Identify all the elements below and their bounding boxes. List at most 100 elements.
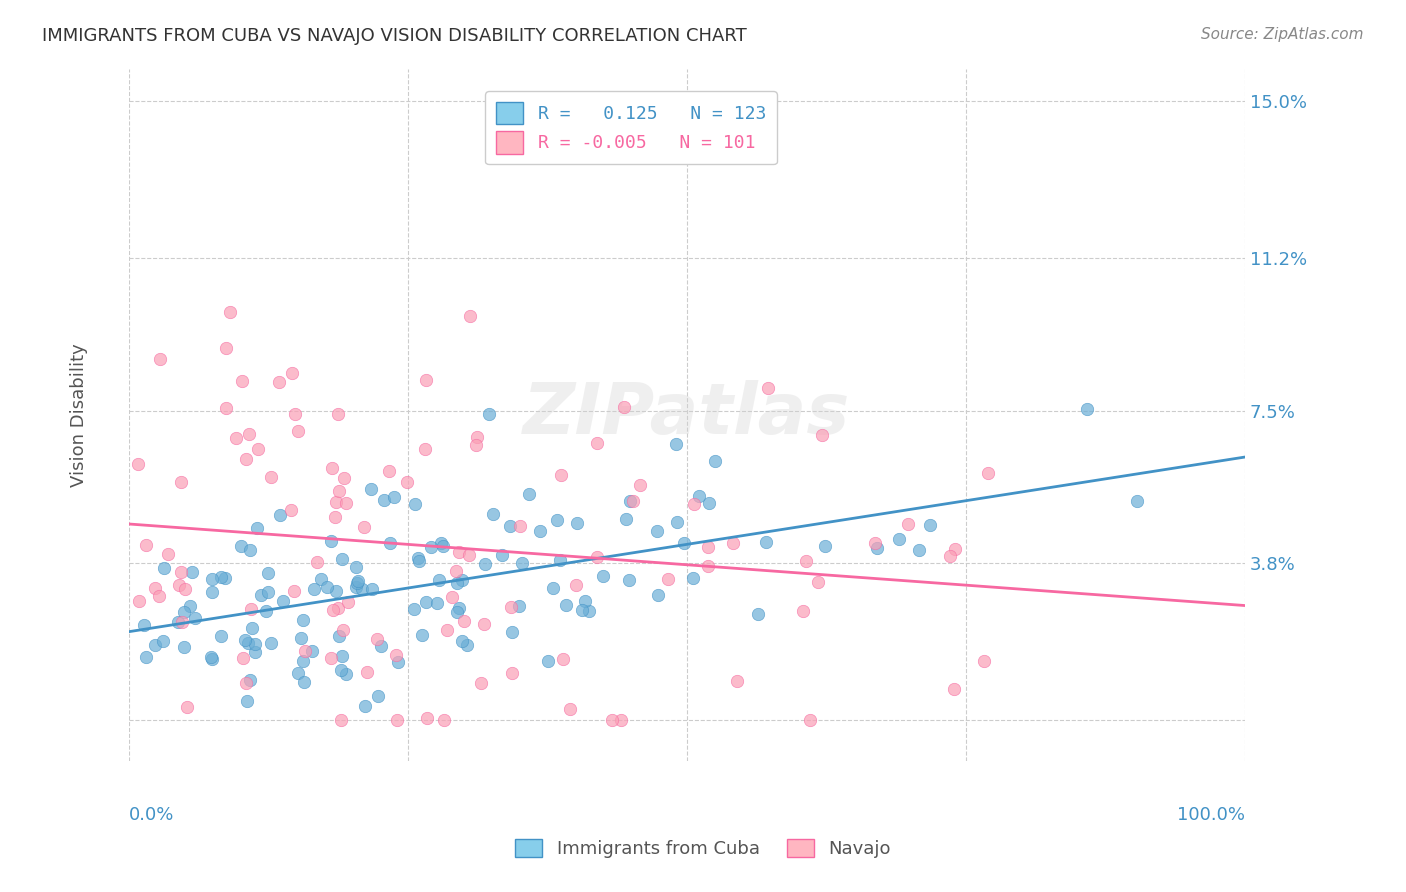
Point (148, 589, 170, 603)
Point (446, 605, 468, 619)
Point (128, 594, 150, 608)
Point (328, 600, 350, 615)
Point (330, 551, 353, 566)
Point (673, 536, 696, 550)
Point (814, 540, 837, 554)
Point (529, 524, 551, 539)
Point (665, 436, 688, 450)
Point (482, 507, 505, 521)
Point (408, 554, 430, 568)
Point (510, 556, 533, 570)
Point (897, 516, 920, 531)
Point (231, 374, 253, 388)
Point (402, 602, 425, 616)
Point (149, 351, 172, 366)
Point (214, 571, 236, 585)
Point (541, 581, 564, 595)
Point (465, 430, 488, 444)
Point (918, 517, 941, 532)
Point (333, 471, 356, 485)
Point (287, 665, 309, 680)
Point (415, 373, 437, 387)
Point (152, 634, 174, 648)
Point (215, 341, 238, 355)
Point (613, 400, 636, 414)
Point (395, 475, 418, 490)
Point (344, 560, 367, 574)
Point (415, 595, 437, 609)
Point (301, 644, 323, 658)
Point (441, 591, 464, 605)
Point (330, 649, 353, 664)
Point (645, 524, 668, 538)
Point (209, 629, 232, 643)
Point (1076, 401, 1098, 416)
Point (508, 599, 530, 613)
Point (321, 460, 343, 475)
Point (548, 553, 571, 567)
Point (169, 565, 191, 579)
Point (887, 532, 910, 546)
Point (450, 633, 472, 648)
Point (558, 702, 581, 716)
Point (311, 573, 333, 587)
Point (173, 605, 195, 619)
Point (453, 615, 475, 629)
Point (406, 550, 429, 565)
Point (294, 644, 316, 658)
Point (450, 573, 472, 587)
Point (239, 673, 262, 688)
Point (323, 510, 346, 524)
Point (326, 407, 349, 421)
Point (360, 482, 382, 496)
Point (499, 599, 522, 614)
Point (449, 601, 471, 615)
Point (225, 431, 247, 445)
Point (458, 309, 481, 323)
Point (509, 519, 531, 533)
Point (236, 636, 259, 650)
Point (382, 490, 405, 504)
Point (574, 594, 596, 608)
Point (240, 621, 263, 635)
Point (799, 713, 821, 727)
Point (350, 582, 373, 596)
Point (290, 631, 312, 645)
Point (243, 644, 266, 658)
Point (346, 574, 368, 588)
Text: 0.0%: 0.0% (129, 805, 174, 824)
Point (291, 654, 314, 668)
Point (537, 654, 560, 668)
Point (167, 615, 190, 629)
Point (491, 548, 513, 562)
Point (176, 700, 198, 714)
Point (256, 566, 278, 580)
Point (269, 508, 291, 523)
Point (354, 699, 377, 714)
Point (271, 593, 294, 607)
Point (420, 540, 443, 554)
Legend: Immigrants from Cuba, Navajo: Immigrants from Cuba, Navajo (508, 831, 898, 865)
Point (387, 655, 409, 669)
Point (181, 566, 204, 580)
Point (284, 407, 307, 421)
Point (411, 628, 433, 642)
Point (135, 538, 157, 552)
Text: 100.0%: 100.0% (1177, 805, 1244, 824)
Point (723, 536, 745, 550)
Point (291, 613, 314, 627)
Point (292, 674, 315, 689)
Point (287, 425, 309, 439)
Point (682, 571, 704, 585)
Point (260, 636, 283, 650)
Point (250, 588, 273, 602)
Point (267, 375, 290, 389)
Point (697, 540, 720, 554)
Point (943, 541, 966, 556)
Point (335, 666, 357, 681)
Point (201, 651, 224, 665)
Point (260, 470, 283, 484)
Point (794, 554, 817, 568)
Text: Vision Disability: Vision Disability (70, 343, 89, 486)
Text: IMMIGRANTS FROM CUBA VS NAVAJO VISION DISABILITY CORRELATION CHART: IMMIGRANTS FROM CUBA VS NAVAJO VISION DI… (42, 27, 747, 45)
